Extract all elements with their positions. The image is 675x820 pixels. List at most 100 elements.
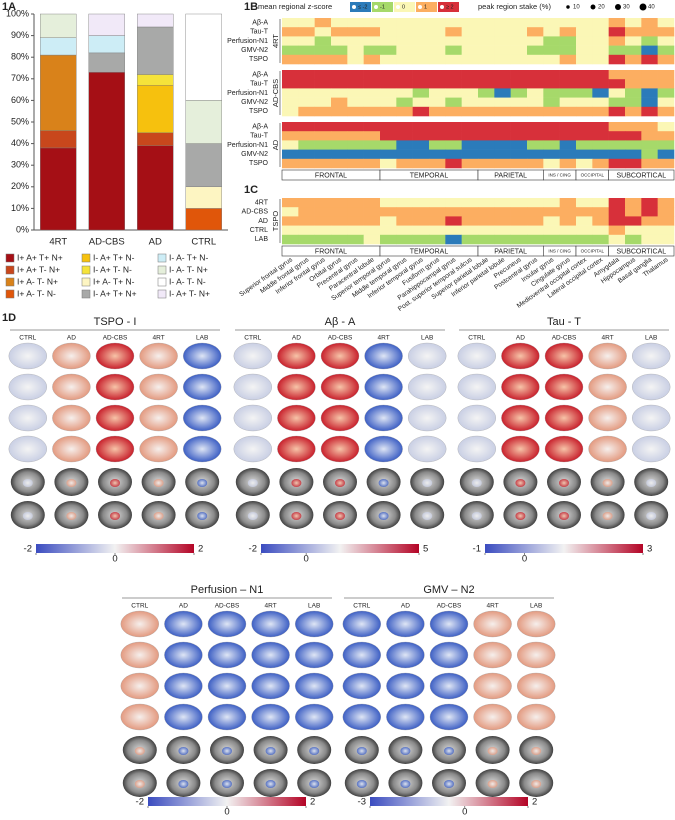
- heat-cell: [494, 216, 511, 226]
- heat-cell: [282, 45, 299, 56]
- region-label: TEMPORAL: [410, 248, 449, 255]
- heat-cell: [657, 122, 675, 132]
- brain-surface: [164, 610, 203, 638]
- brain-axial-spot: [309, 747, 320, 755]
- heat-cell: [347, 27, 364, 37]
- heat-cell: [363, 207, 381, 217]
- heat-cell: [543, 131, 560, 141]
- group-label: AD: [271, 139, 280, 150]
- legend-label: 0: [402, 4, 405, 10]
- heat-cell: [363, 225, 381, 236]
- heat-cell: [543, 45, 560, 56]
- heat-cell: [429, 234, 446, 245]
- heat-cell: [559, 216, 577, 226]
- brain-surface: [632, 435, 671, 463]
- heat-cell: [282, 122, 299, 132]
- heat-cell: [527, 106, 544, 117]
- heat-cell: [592, 27, 609, 37]
- brain-surface: [277, 342, 316, 370]
- brain-surface: [120, 672, 159, 700]
- brain-surface: [386, 672, 425, 700]
- row-label: TSPO: [249, 108, 269, 115]
- heat-cell: [625, 79, 642, 89]
- heat-cell: [608, 88, 626, 98]
- heat-cell: [478, 88, 495, 98]
- legend-swatch: [5, 265, 15, 275]
- brain-surface: [233, 373, 272, 401]
- heat-cell: [510, 18, 528, 28]
- heat-cell: [576, 106, 593, 117]
- heat-cell: [412, 97, 430, 108]
- heat-cell: [625, 149, 642, 160]
- heat-cell: [331, 149, 348, 160]
- legend-swatch: [157, 289, 167, 299]
- brain-axial-spot: [153, 512, 164, 520]
- heat-cell: [298, 149, 315, 160]
- region-box: [608, 169, 675, 181]
- heat-cell: [478, 79, 495, 89]
- heat-cell: [576, 140, 593, 150]
- heat-cell: [657, 97, 675, 108]
- brain-axial-spot: [400, 780, 411, 788]
- heat-cell: [576, 207, 593, 217]
- heat-cell: [559, 158, 577, 169]
- heat-cell: [380, 216, 397, 226]
- bar-segment: [40, 37, 77, 56]
- heat-cell: [592, 207, 609, 217]
- heat-cell: [363, 70, 381, 80]
- heat-cell: [625, 45, 642, 56]
- brain-axial-spot: [222, 780, 232, 788]
- heat-cell: [445, 36, 462, 46]
- heat-cell: [494, 140, 511, 150]
- brain-surface: [95, 342, 135, 370]
- heat-cell: [298, 207, 315, 217]
- heat-cell: [331, 225, 348, 236]
- heat-cell: [282, 216, 299, 226]
- colorbar: [148, 797, 306, 806]
- brain-surface: [251, 641, 290, 669]
- y-tick-label: 90%: [11, 30, 29, 40]
- heat-cell: [314, 131, 332, 141]
- heat-cell: [461, 70, 479, 80]
- brain-surface: [544, 342, 584, 370]
- brain-axial-spot: [487, 780, 498, 788]
- heat-cell: [543, 54, 560, 65]
- row-label: GMV-N2: [241, 99, 268, 106]
- brain-axial-spot: [444, 780, 454, 788]
- legend-label: I+ A- T- N-: [17, 288, 56, 298]
- heat-cell: [396, 131, 413, 141]
- heat-cell: [625, 131, 642, 141]
- brain-axial-spot: [178, 747, 189, 755]
- brain-surface: [429, 610, 469, 638]
- brain-surface: [457, 404, 496, 432]
- brain-surface: [320, 404, 360, 432]
- group-label: 4RT: [271, 34, 280, 48]
- heat-cell: [380, 140, 397, 150]
- heat-cell: [461, 234, 479, 245]
- heat-cell: [543, 88, 560, 98]
- heat-cell: [445, 79, 462, 89]
- heat-cell: [314, 54, 332, 65]
- brain-surface: [517, 672, 556, 700]
- column-label: 4RT: [487, 603, 499, 610]
- heat-cell: [445, 70, 462, 80]
- brain-axial-spot: [291, 512, 302, 520]
- heat-cell: [641, 122, 658, 132]
- brain-axial-spot: [400, 747, 411, 755]
- heat-cell: [527, 27, 544, 37]
- x-tick-label: CTRL: [191, 237, 216, 248]
- brain-surface: [473, 703, 512, 731]
- brain-surface: [342, 610, 381, 638]
- heat-cell: [559, 88, 577, 98]
- heat-cell: [282, 198, 299, 208]
- heat-cell: [543, 225, 560, 236]
- region-label: FRONTAL: [315, 172, 347, 179]
- brain-axial-spot: [335, 512, 345, 520]
- heat-cell: [641, 70, 658, 80]
- brain-surface: [501, 435, 540, 463]
- heat-cell: [331, 70, 348, 80]
- heat-cell: [282, 225, 299, 236]
- heat-cell: [461, 216, 479, 226]
- brain-surface: [8, 435, 47, 463]
- heat-cell: [314, 234, 332, 245]
